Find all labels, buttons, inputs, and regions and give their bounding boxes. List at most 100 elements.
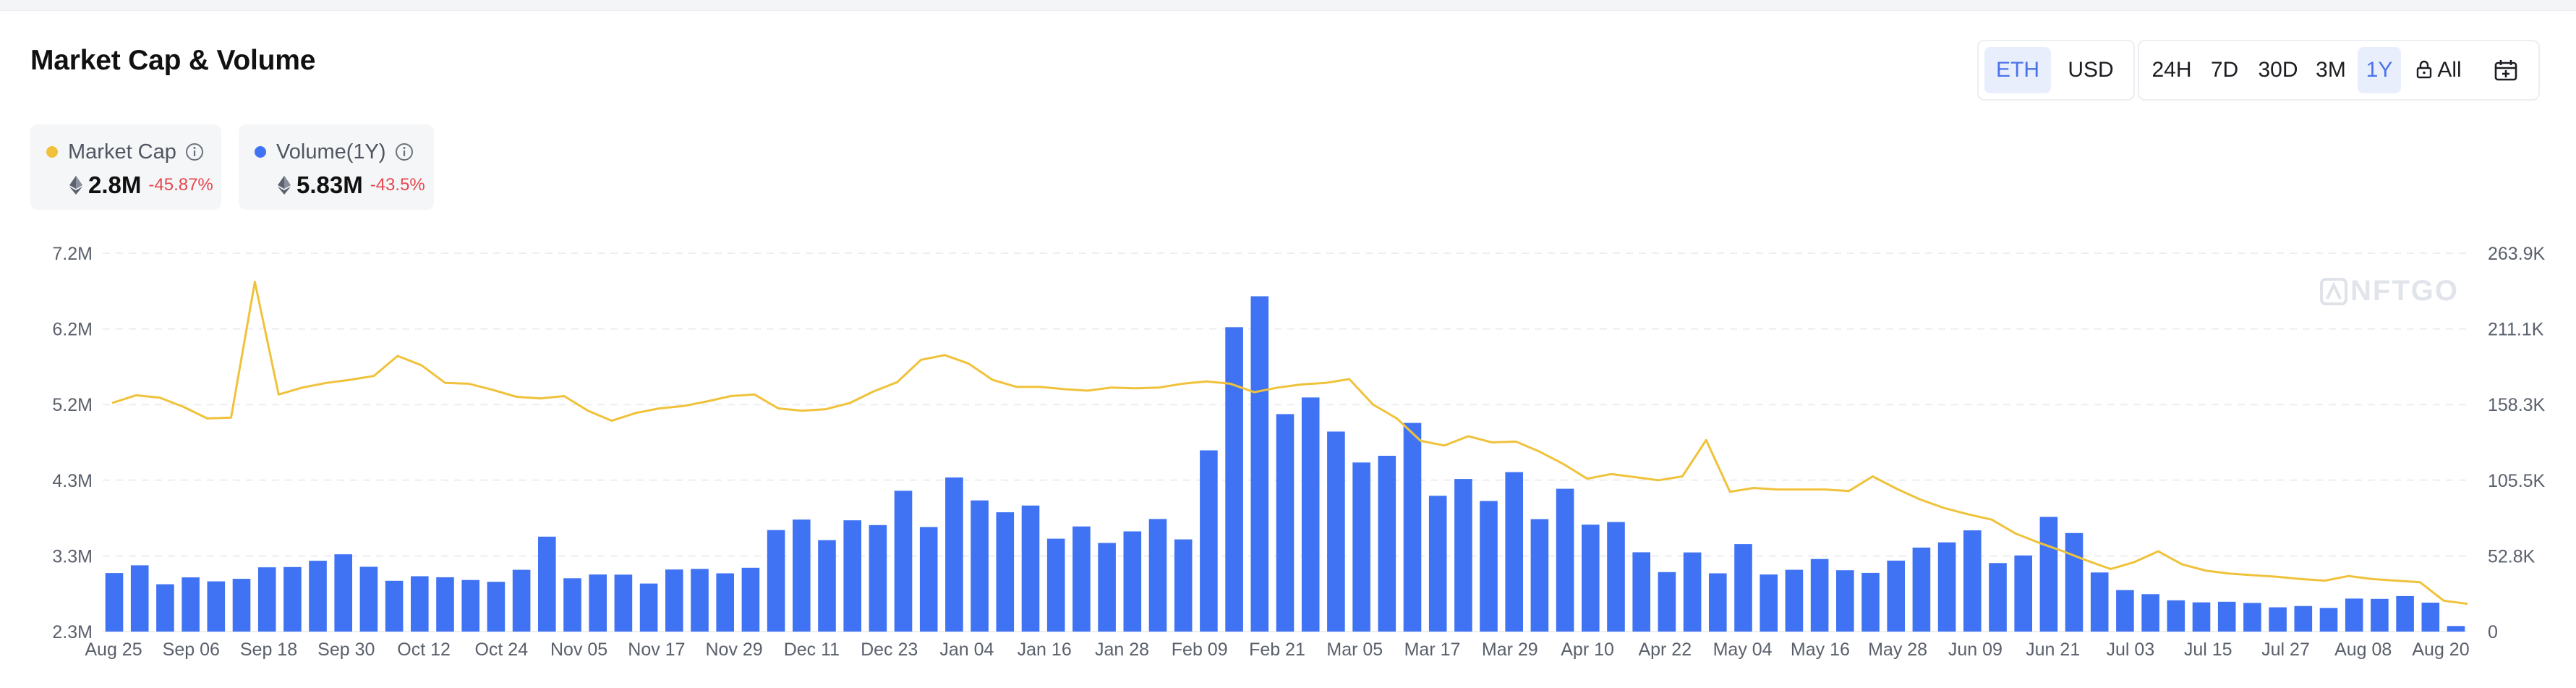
range-all-option[interactable]: All: [2402, 47, 2475, 93]
volume-bar: [2371, 598, 2389, 632]
volume-bar: [818, 540, 836, 632]
volume-bar: [1505, 472, 1523, 632]
volume-bar: [1276, 414, 1295, 632]
volume-bar: [411, 576, 429, 632]
x-axis: Aug 25 Sep 06 Sep 18 Sep 30 Oct 12 Oct 24 Nov …: [85, 640, 2469, 660]
volume-bar: [2090, 572, 2109, 632]
x-tick-label: Nov 29: [705, 640, 762, 660]
market-cap-dot: [46, 146, 58, 158]
svg-text:NFTGO: NFTGO: [2350, 275, 2459, 307]
volume-bar: [1378, 456, 1396, 632]
volume-bar: [1480, 501, 1498, 632]
volume-bar: [2192, 602, 2211, 632]
volume-bar: [1760, 574, 1778, 632]
range-1y-option[interactable]: 1Y: [2358, 47, 2401, 93]
volume-dot: [255, 146, 266, 158]
volume-bars: [105, 296, 2465, 632]
x-tick-label: Aug 20: [2412, 640, 2469, 660]
volume-bar: [1887, 560, 1905, 632]
usd-option[interactable]: USD: [2068, 58, 2114, 82]
range-7d-option[interactable]: 7D: [2210, 58, 2239, 82]
volume-bar: [1836, 570, 1854, 632]
volume-bar: [257, 567, 276, 632]
volume-bar: [971, 500, 989, 632]
volume-bar: [996, 512, 1015, 632]
range-30d-option[interactable]: 30D: [2258, 58, 2298, 82]
x-tick-label: Jan 28: [1095, 640, 1149, 660]
volume-bar: [2421, 603, 2440, 632]
range-all-label: All: [2437, 58, 2462, 82]
volume-bar: [156, 584, 174, 632]
y-left-tick-label: 6.2M: [52, 320, 93, 340]
x-tick-label: Jul 27: [2261, 640, 2310, 660]
x-tick-label: Apr 22: [1638, 640, 1692, 660]
volume-bar: [945, 477, 963, 632]
volume-bar: [461, 579, 479, 632]
volume-bar: [512, 569, 531, 632]
volume-bar: [589, 574, 607, 632]
volume-bar: [182, 577, 200, 632]
calendar-button[interactable]: [2481, 47, 2531, 93]
x-tick-label: Jul 03: [2107, 640, 2155, 660]
volume-bar: [2294, 606, 2313, 632]
volume-bar: [1632, 552, 1650, 632]
volume-bar: [1658, 572, 1676, 632]
volume-bar: [1174, 539, 1193, 632]
volume-bar: [665, 569, 683, 632]
x-tick-label: Feb 21: [1249, 640, 1305, 660]
volume-bar: [793, 519, 811, 632]
volume-bar: [283, 566, 302, 632]
y-right-tick-label: 158.3K: [2488, 395, 2546, 415]
volume-bar: [1352, 462, 1370, 632]
x-tick-label: Jan 16: [1018, 640, 1072, 660]
calendar-icon: [2494, 60, 2517, 81]
volume-bar: [1937, 542, 1956, 632]
x-tick-label: Sep 18: [240, 640, 297, 660]
y-axis-left: 7.2M 6.2M 5.2M 4.3M 3.3M 2.3M: [52, 244, 93, 642]
volume-bar: [359, 566, 378, 632]
volume-bar: [1225, 327, 1243, 632]
volume-bar: [1785, 569, 1804, 632]
x-tick-label: Dec 23: [861, 640, 918, 660]
volume-bar: [1709, 573, 1727, 632]
volume-bar: [741, 567, 760, 632]
volume-bar: [1021, 505, 1040, 632]
volume-bar: [1454, 479, 1472, 632]
volume-bar: [1810, 559, 1829, 632]
x-tick-label: May 04: [1713, 640, 1773, 660]
range-24h-option[interactable]: 24H: [2151, 58, 2192, 82]
volume-bar: [2447, 626, 2465, 632]
x-tick-label: Aug 08: [2334, 640, 2392, 660]
info-icon[interactable]: [185, 143, 204, 161]
volume-bar: [538, 536, 556, 632]
volume-bar: [1148, 519, 1167, 632]
volume-bar: [1734, 544, 1752, 632]
eth-icon: [69, 176, 82, 195]
range-toggle: 24H 7D 30D 3M 1Y All: [2138, 40, 2540, 101]
volume-bar: [1530, 519, 1549, 632]
volume-bar: [2039, 517, 2058, 632]
market-cap-value: 2.8M: [88, 171, 142, 198]
volume-bar: [1582, 525, 1600, 632]
volume-bar: [1912, 547, 1931, 632]
x-tick-label: Jun 21: [2026, 640, 2080, 660]
x-tick-label: Oct 12: [397, 640, 451, 660]
volume-bar: [1607, 522, 1625, 632]
x-tick-label: Sep 30: [317, 640, 375, 660]
x-tick-label: Mar 17: [1404, 640, 1461, 660]
y-axis-right: 263.9K 211.1K 158.3K 105.5K 52.8K 0: [2488, 244, 2546, 642]
volume-bar: [436, 577, 454, 632]
volume-legend: Volume(1Y) 5.83M -43.5%: [239, 124, 434, 210]
eth-option[interactable]: ETH: [1984, 47, 2051, 93]
volume-bar: [2167, 600, 2185, 632]
range-3m-option[interactable]: 3M: [2316, 58, 2346, 82]
volume-bar: [1098, 543, 1116, 632]
volume-bar: [1123, 531, 1142, 632]
info-icon[interactable]: [395, 143, 414, 161]
x-tick-label: Aug 25: [85, 640, 142, 660]
volume-bar: [130, 565, 149, 632]
y-left-tick-label: 7.2M: [52, 244, 93, 264]
market-cap-line: [111, 281, 2468, 606]
lock-icon: [2417, 60, 2432, 79]
volume-bar: [2065, 532, 2084, 632]
